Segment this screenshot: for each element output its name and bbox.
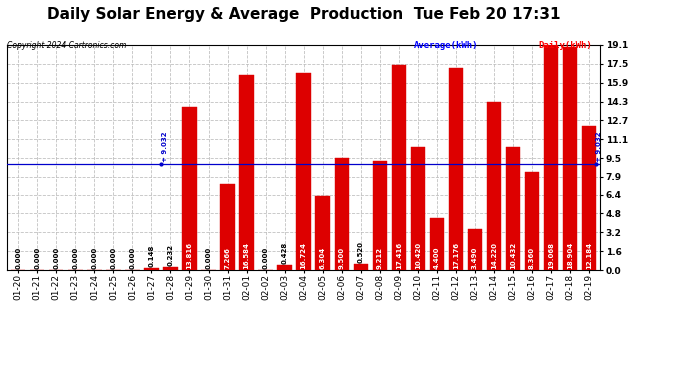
Bar <box>524 171 539 270</box>
Text: + 9.032: + 9.032 <box>596 131 602 162</box>
Text: 9.500: 9.500 <box>339 247 344 269</box>
Text: 16.724: 16.724 <box>301 242 306 269</box>
Bar <box>582 126 596 270</box>
Text: 8.360: 8.360 <box>529 247 535 269</box>
Text: Daily(kWh): Daily(kWh) <box>538 41 592 50</box>
Text: 18.904: 18.904 <box>567 242 573 269</box>
Text: 6.304: 6.304 <box>319 247 326 269</box>
Text: 0.000: 0.000 <box>206 247 212 269</box>
Text: 0.000: 0.000 <box>130 247 135 269</box>
Text: 14.220: 14.220 <box>491 242 497 269</box>
Bar <box>506 147 520 270</box>
Text: Daily Solar Energy & Average  Production  Tue Feb 20 17:31: Daily Solar Energy & Average Production … <box>47 8 560 22</box>
Text: 0.520: 0.520 <box>357 241 364 263</box>
Text: 0.000: 0.000 <box>53 247 59 269</box>
Bar <box>353 264 368 270</box>
Text: 16.584: 16.584 <box>244 242 250 269</box>
Bar <box>391 65 406 270</box>
Bar <box>164 267 177 270</box>
Text: Copyright 2024 Cartronics.com: Copyright 2024 Cartronics.com <box>7 41 126 50</box>
Text: 0.428: 0.428 <box>282 242 288 264</box>
Bar <box>297 73 310 270</box>
Text: 10.420: 10.420 <box>415 242 421 269</box>
Text: 0.000: 0.000 <box>15 247 21 269</box>
Text: 0.232: 0.232 <box>168 244 173 266</box>
Bar <box>315 196 330 270</box>
Bar <box>220 184 235 270</box>
Text: 9.212: 9.212 <box>377 247 383 269</box>
Bar <box>335 158 348 270</box>
Bar <box>486 102 501 270</box>
Bar <box>373 162 387 270</box>
Bar <box>430 218 444 270</box>
Bar <box>239 75 254 270</box>
Bar <box>563 47 577 270</box>
Text: 17.176: 17.176 <box>453 242 459 269</box>
Bar <box>468 229 482 270</box>
Text: 0.148: 0.148 <box>148 245 155 267</box>
Bar <box>144 268 159 270</box>
Text: 19.068: 19.068 <box>548 242 554 269</box>
Bar <box>182 107 197 270</box>
Text: 10.432: 10.432 <box>510 242 516 269</box>
Text: 3.490: 3.490 <box>472 247 477 269</box>
Bar <box>277 265 292 270</box>
Bar <box>544 45 558 270</box>
Text: 0.000: 0.000 <box>72 247 79 269</box>
Text: 0.000: 0.000 <box>110 247 117 269</box>
Text: Average(kWh): Average(kWh) <box>414 41 478 50</box>
Text: 0.000: 0.000 <box>91 247 97 269</box>
Bar <box>448 68 463 270</box>
Text: 4.400: 4.400 <box>434 246 440 269</box>
Text: 0.000: 0.000 <box>34 247 40 269</box>
Text: + 9.032: + 9.032 <box>162 131 168 162</box>
Text: 13.816: 13.816 <box>186 242 193 269</box>
Text: 7.266: 7.266 <box>224 247 230 269</box>
Bar <box>411 147 425 270</box>
Text: 17.416: 17.416 <box>395 242 402 269</box>
Text: 12.184: 12.184 <box>586 242 592 269</box>
Text: 0.000: 0.000 <box>263 247 268 269</box>
